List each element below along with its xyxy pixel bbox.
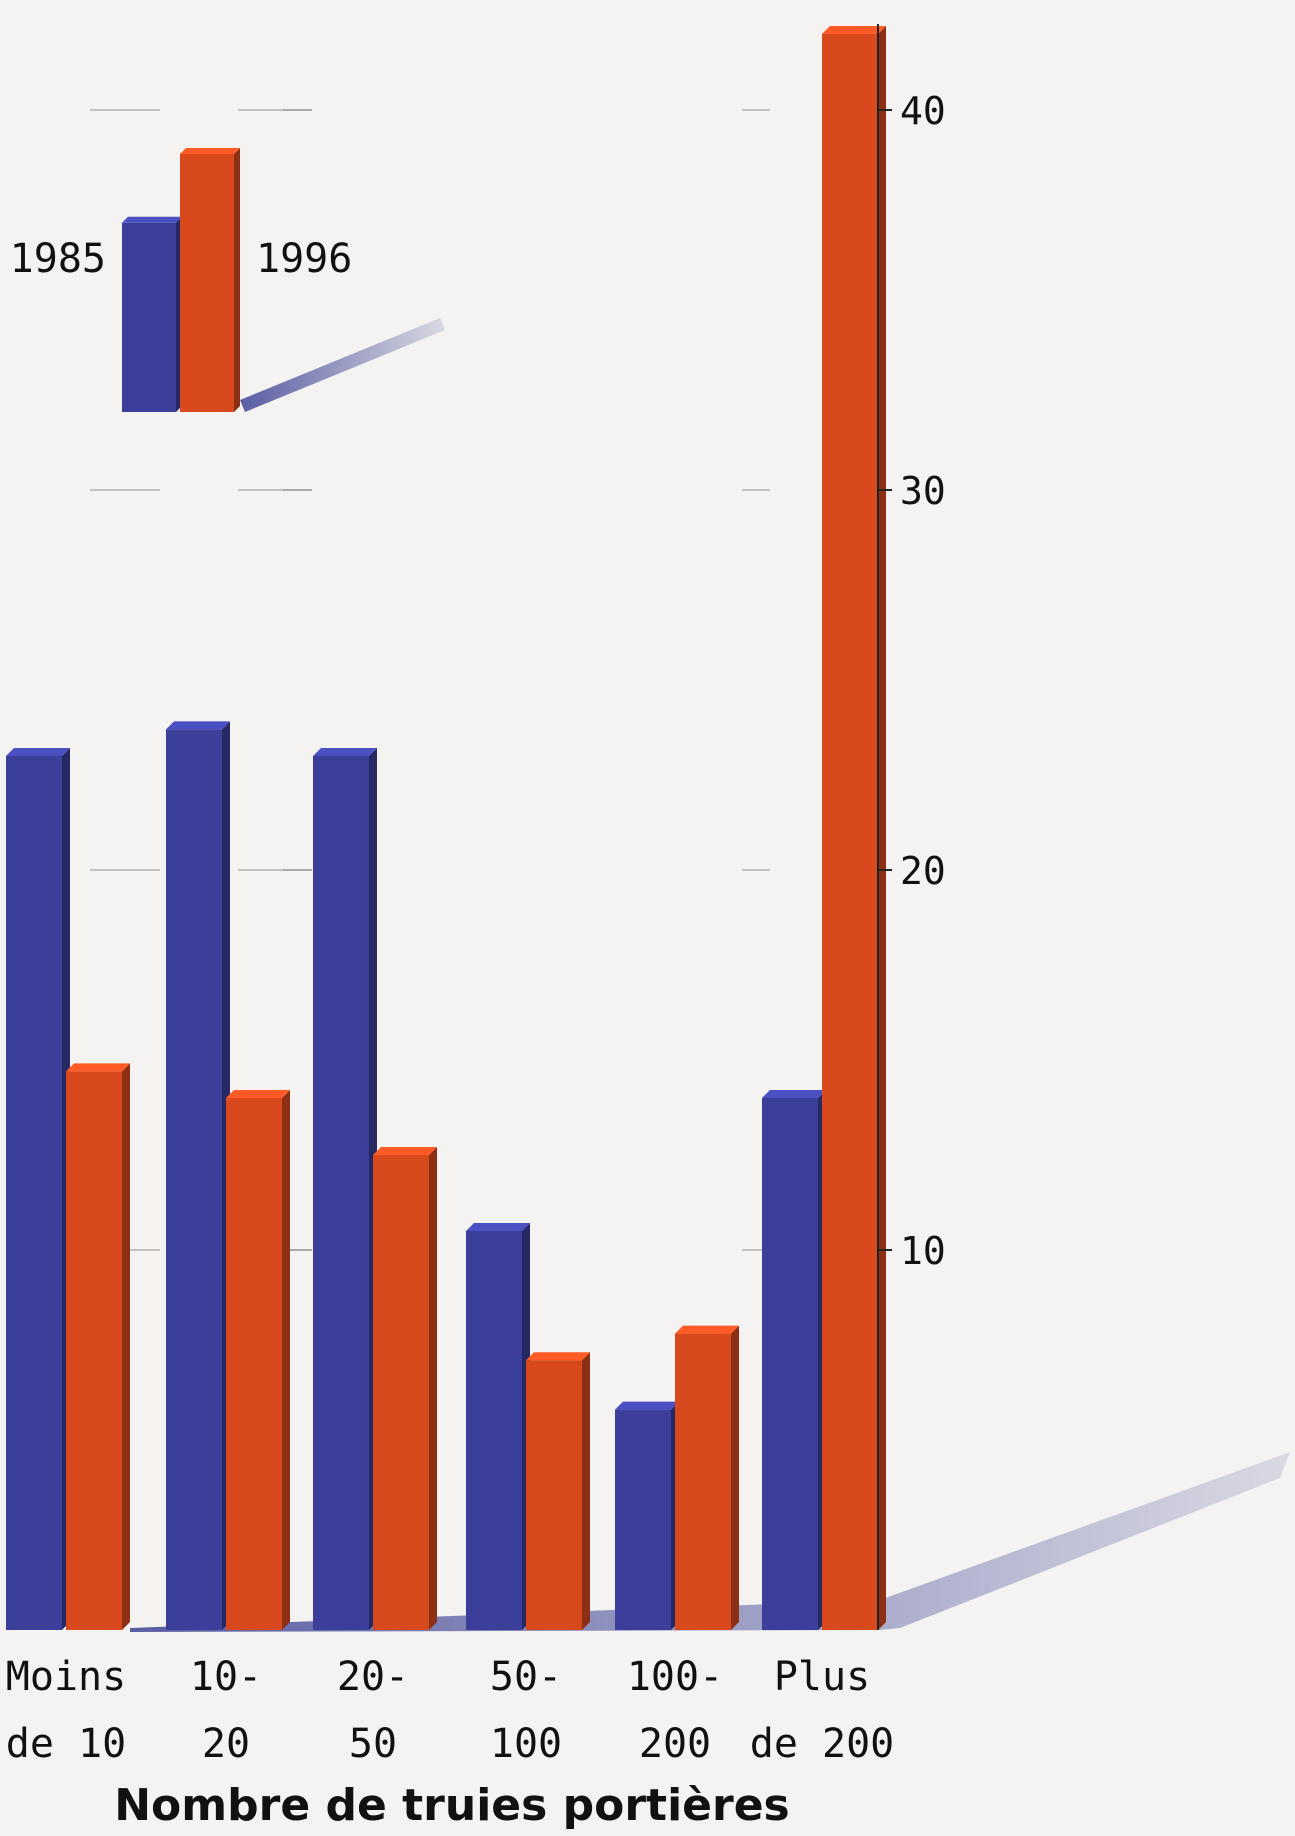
bar-1996-5-front	[822, 34, 878, 1630]
bar-1985-5-top	[762, 1090, 826, 1098]
category-label: 20-	[337, 1654, 409, 1700]
floor-shadow-layer	[130, 1452, 1290, 1632]
category-label: 100-	[627, 1654, 723, 1700]
bar-1996-3-front	[526, 1360, 582, 1630]
bar-1996-2	[373, 1147, 437, 1630]
y-axis: 10 20 30 40	[877, 24, 946, 1630]
bar-1996-4-top	[675, 1325, 739, 1334]
legend-bar-top	[180, 148, 240, 154]
bar-1996-2-front	[373, 1155, 429, 1630]
category-label: 20	[202, 1721, 250, 1767]
bar-1985-0-top	[6, 748, 70, 756]
bar-1996-2-side	[429, 1147, 437, 1630]
y-tick-label: 40	[900, 89, 946, 133]
bar-1996-0-front	[66, 1071, 122, 1630]
floor-shadow	[130, 1452, 1290, 1632]
bar-1996-5-side	[878, 26, 886, 1630]
gridline-layer	[90, 109, 770, 1251]
legend-bar-1996	[180, 148, 240, 412]
y-tick-label: 10	[900, 1229, 946, 1273]
bar-1985-2-front	[313, 756, 369, 1630]
bar-1985-4-front	[615, 1409, 671, 1630]
category-label: de 10	[6, 1721, 126, 1767]
bar-1985-1-front	[166, 729, 222, 1630]
legend-swatch	[122, 222, 176, 412]
category-label: 50	[349, 1721, 397, 1767]
x-axis-label: Nombre de truies portières	[114, 1780, 790, 1831]
category-label: Plus	[774, 1654, 870, 1700]
category-label: Moins	[6, 1654, 126, 1700]
bar-1985-5-front	[762, 1098, 818, 1630]
legend: 1985 1996	[10, 148, 445, 412]
bar-1996-0-top	[66, 1063, 130, 1072]
bar-1996-1-side	[282, 1090, 290, 1630]
legend-label-1985: 1985	[10, 236, 106, 282]
bar-1996-0	[66, 1063, 130, 1630]
bar-1996-3-side	[582, 1352, 590, 1630]
bar-1996-1	[226, 1090, 290, 1630]
legend-bar-top	[122, 216, 182, 223]
bar-1985-1	[166, 721, 230, 1630]
y-tick-label: 20	[900, 849, 946, 893]
category-label: 200	[639, 1721, 711, 1767]
bar-1996-4-side	[731, 1325, 739, 1630]
bar-1996-4	[675, 1325, 739, 1630]
bar-1985-0	[6, 748, 70, 1630]
x-axis-categories: Moins de 10 10- 20 20- 50 50- 100 100- 200 Plus de …	[6, 1654, 894, 1767]
bar-1985-3-top	[466, 1223, 530, 1231]
legend-swatch	[180, 154, 234, 412]
bar-1985-3-front	[466, 1231, 522, 1630]
bar-1996-4-front	[675, 1333, 731, 1630]
bar-1996-5-top	[822, 26, 886, 34]
bar-1996-3-top	[526, 1352, 590, 1361]
legend-shadow	[240, 318, 445, 412]
y-tick-label: 30	[900, 469, 946, 513]
bars-layer	[6, 26, 886, 1630]
bar-1996-3	[526, 1352, 590, 1630]
bar-1985-5	[762, 1090, 826, 1630]
bar-1996-2-top	[373, 1147, 437, 1155]
bar-1985-3	[466, 1223, 530, 1630]
bar-1996-1-top	[226, 1090, 290, 1098]
bar-1985-2-top	[313, 748, 377, 756]
bar-1985-1-top	[166, 721, 230, 730]
category-label: 100	[490, 1721, 562, 1767]
legend-bar-1985	[122, 216, 182, 412]
bar-1985-2	[313, 748, 377, 1630]
bar-1985-4	[615, 1401, 679, 1630]
category-label: 50-	[490, 1654, 562, 1700]
bar-1985-4-top	[615, 1401, 679, 1410]
bar-1996-5	[822, 26, 886, 1630]
bar-1985-0-front	[6, 756, 62, 1630]
category-label: 10-	[190, 1654, 262, 1700]
bar-1996-0-side	[122, 1063, 130, 1630]
legend-label-1996: 1996	[256, 236, 352, 282]
category-label: de 200	[750, 1721, 895, 1767]
legend-bar-side	[234, 148, 240, 412]
bar-1996-1-front	[226, 1098, 282, 1630]
